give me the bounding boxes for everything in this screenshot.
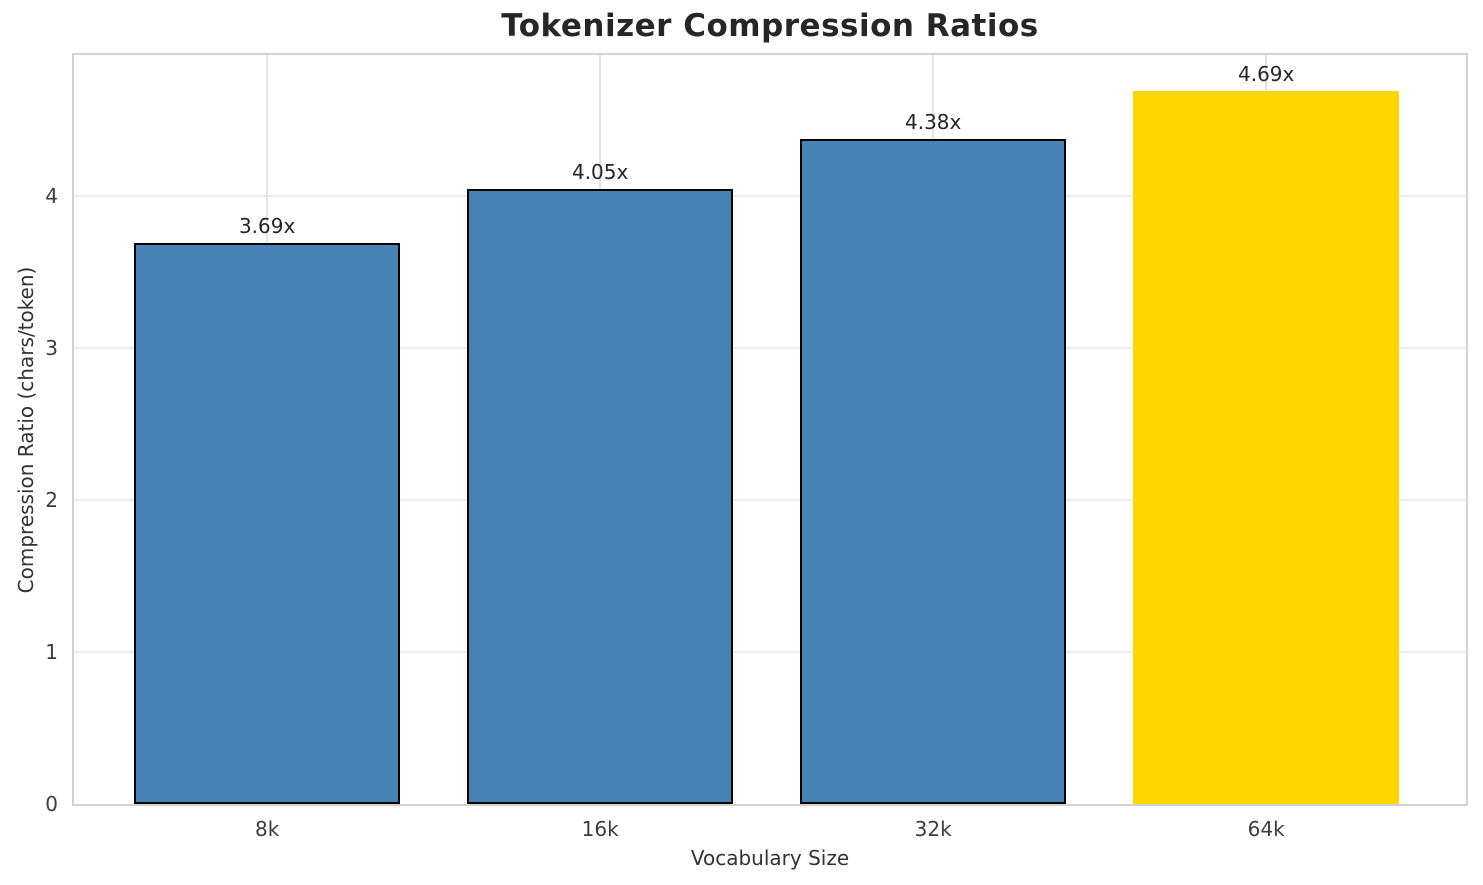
bar-value-label: 3.69x xyxy=(238,214,296,239)
x-tick-label: 64k xyxy=(1247,817,1285,841)
x-tick-label: 8k xyxy=(254,817,280,841)
y-tick-label: 1 xyxy=(45,640,58,665)
bar-value-label: 4.05x xyxy=(571,159,629,184)
x-axis-label: Vocabulary Size xyxy=(690,846,850,870)
chart-title: Tokenizer Compression Ratios xyxy=(501,8,1039,44)
x-tick-label: 16k xyxy=(581,817,619,841)
bar-64k xyxy=(1132,91,1400,804)
bar-value-label: 4.38x xyxy=(904,109,962,134)
y-tick-label: 3 xyxy=(45,336,58,361)
y-tick-label: 4 xyxy=(45,184,58,209)
bar-value-label: 4.69x xyxy=(1238,62,1295,87)
y-tick-label: 0 xyxy=(45,792,58,816)
h-gridline xyxy=(74,651,1466,654)
plot-area: 3.69x 4.05x 4.38x 4.69x xyxy=(72,53,1468,806)
y-tick-label: 2 xyxy=(45,488,58,513)
bar-8k xyxy=(133,243,401,804)
h-gridline xyxy=(74,499,1466,502)
x-tick-label: 32k xyxy=(914,817,952,841)
h-gridline xyxy=(74,347,1466,350)
y-axis-label: Compression Ratio (chars/token) xyxy=(14,266,38,594)
h-gridline xyxy=(74,195,1466,198)
bar-16k xyxy=(466,188,734,804)
bar-32k xyxy=(799,138,1067,804)
